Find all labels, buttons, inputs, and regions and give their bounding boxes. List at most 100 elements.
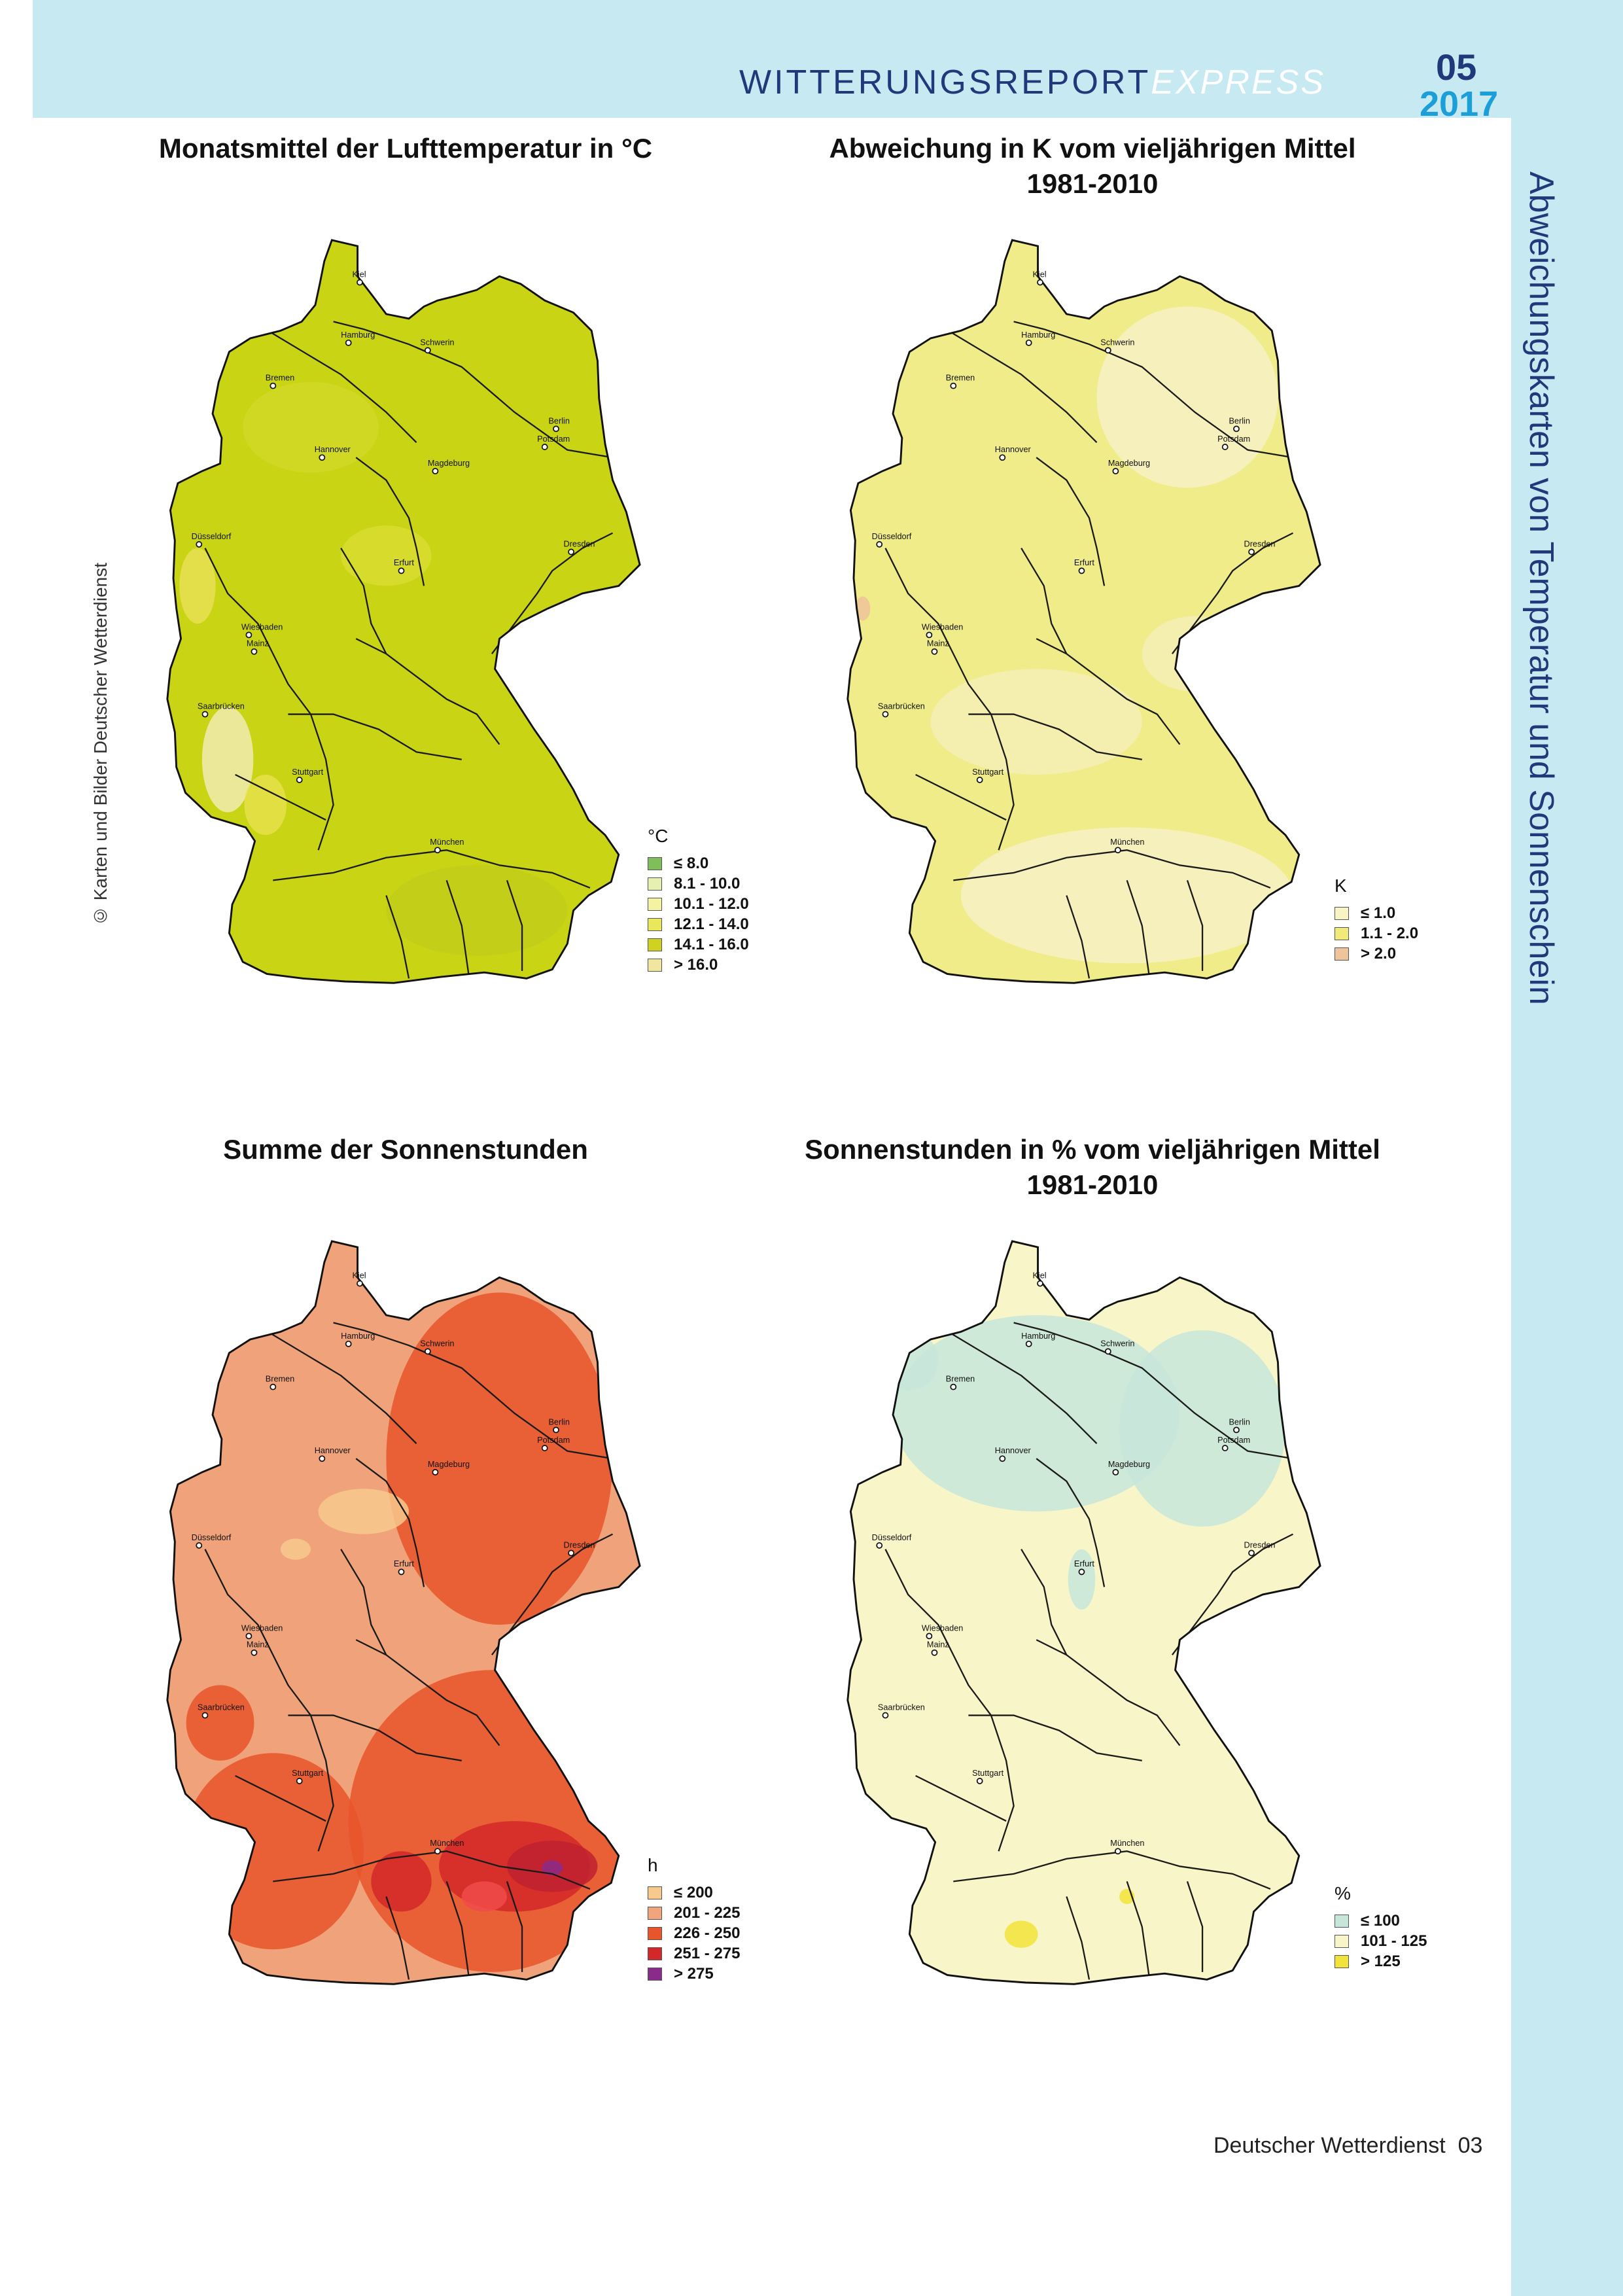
issue-year: 2017 <box>1420 84 1499 124</box>
city-label: Hamburg <box>1021 330 1055 340</box>
legend-swatch <box>1335 1934 1349 1948</box>
country-border <box>166 239 641 984</box>
legend-swatch <box>648 938 662 951</box>
city-marker <box>270 1383 277 1390</box>
river-line <box>288 713 462 760</box>
report-title: WITTERUNGSREPORTEXPRESS <box>739 63 1325 102</box>
city-label: Wiesbaden <box>241 622 283 631</box>
map-temperature-deviation: Kiel Hamburg Schwerin Bremen Berlin Potsdam Ha… <box>795 216 1384 1001</box>
map-title-temperature-deviation: Abweichung in K vom vieljährigen Mittel … <box>829 133 1356 199</box>
city-label: Kiel <box>1032 270 1046 279</box>
city-marker <box>976 777 983 783</box>
river-line <box>915 773 1007 821</box>
city-marker <box>876 541 883 548</box>
river-line <box>355 457 425 586</box>
river-line <box>445 1881 470 1980</box>
city-label: Saarbrücken <box>878 701 925 711</box>
city-label: Schwerin <box>1100 338 1134 347</box>
city-marker <box>1078 567 1085 574</box>
legend-swatch <box>1335 906 1349 920</box>
river-line <box>884 1549 1015 1852</box>
city-label: Potsdam <box>1217 1436 1250 1445</box>
legend-item: ≤ 1.0 <box>1335 903 1418 923</box>
value-region <box>243 381 379 473</box>
legend-item: 10.1 - 12.0 <box>648 894 749 914</box>
river-line <box>204 1549 334 1852</box>
legend-item: 14.1 - 16.0 <box>648 934 749 955</box>
city-marker <box>568 548 574 556</box>
city-label: Stuttgart <box>292 768 323 777</box>
map-title-sunshine-percent: Sonnenstunden in % vom vieljährigen Mitt… <box>805 1134 1380 1200</box>
city-marker <box>1221 1445 1229 1451</box>
legend-unit: % <box>1335 1883 1351 1903</box>
city-label: Schwerin <box>420 1339 454 1348</box>
city-marker <box>950 382 957 389</box>
value-region <box>1004 1920 1038 1948</box>
city-label: Erfurt <box>1074 558 1094 567</box>
river-line <box>265 328 417 443</box>
city-label: Saarbrücken <box>198 1703 245 1712</box>
country-border <box>166 1240 641 1985</box>
city-label: Magdeburg <box>1108 1460 1150 1469</box>
value-region <box>893 1315 1180 1511</box>
legend-item: > 2.0 <box>1335 944 1418 964</box>
river-line <box>355 1458 425 1587</box>
river-line <box>385 895 410 979</box>
value-region <box>179 548 216 624</box>
city-label: Düsseldorf <box>872 1533 912 1542</box>
legend-item: 8.1 - 10.0 <box>648 874 749 894</box>
city-label: Mainz <box>927 1640 949 1650</box>
city-marker <box>1233 425 1240 433</box>
country-border <box>846 239 1321 984</box>
city-marker <box>319 1455 326 1462</box>
city-marker <box>398 1568 405 1576</box>
city-marker <box>432 1469 439 1475</box>
city-label: Mainz <box>247 639 269 648</box>
river-line <box>506 1881 523 1972</box>
city-label: Dresden <box>1244 1540 1276 1549</box>
river-line <box>445 880 470 979</box>
legend-swatch <box>648 897 662 911</box>
city-label: Berlin <box>1229 416 1249 425</box>
footer-publisher: Deutscher Wetterdienst <box>1213 2133 1446 2158</box>
river-line <box>1036 457 1106 586</box>
copyright-note: © Karten und Bilder Deutscher Wetterdien… <box>90 563 111 926</box>
river-line <box>506 880 523 971</box>
value-region <box>855 596 871 621</box>
issue-number: 05 <box>1436 46 1477 88</box>
river-line <box>968 1714 1142 1761</box>
value-region <box>960 827 1293 964</box>
city-marker <box>245 1633 253 1640</box>
city-marker <box>398 567 405 574</box>
city-marker <box>882 1712 889 1719</box>
city-label: Stuttgart <box>972 768 1003 777</box>
river-line <box>1186 1881 1204 1972</box>
city-marker <box>201 711 209 718</box>
city-marker <box>251 648 258 655</box>
river-line <box>333 321 613 459</box>
city-label: Stuttgart <box>292 1769 323 1778</box>
city-label: Hamburg <box>341 330 375 340</box>
city-label: Hannover <box>315 1446 351 1455</box>
city-label: Magdeburg <box>428 1460 470 1469</box>
side-title: Abweichungskarten von Temperatur und Son… <box>1522 171 1560 1005</box>
map-temperature: Kiel Hamburg Schwerin Bremen Berlin Potsdam Ha… <box>114 216 703 1001</box>
city-marker <box>1104 1348 1111 1355</box>
city-marker <box>357 1280 363 1287</box>
city-label: Saarbrücken <box>878 1703 925 1712</box>
river-line <box>340 1549 387 1655</box>
river-line <box>1066 1896 1091 1980</box>
city-marker <box>931 648 938 655</box>
city-label: Potsdam <box>537 434 570 444</box>
city-marker <box>296 1778 303 1784</box>
city-marker <box>1221 444 1229 450</box>
legend-sunshine-percent: % ≤ 100 101 - 125 > 125 <box>1335 1883 1427 1971</box>
legend-item: 12.1 - 14.0 <box>648 914 749 934</box>
river-line <box>1013 1322 1293 1460</box>
legend-unit: K <box>1335 875 1347 896</box>
city-label: Berlin <box>548 416 569 425</box>
side-band <box>1511 0 1623 2296</box>
legend-item: 101 - 125 <box>1335 1931 1427 1951</box>
river-line <box>204 548 334 851</box>
city-marker <box>1248 1549 1255 1557</box>
